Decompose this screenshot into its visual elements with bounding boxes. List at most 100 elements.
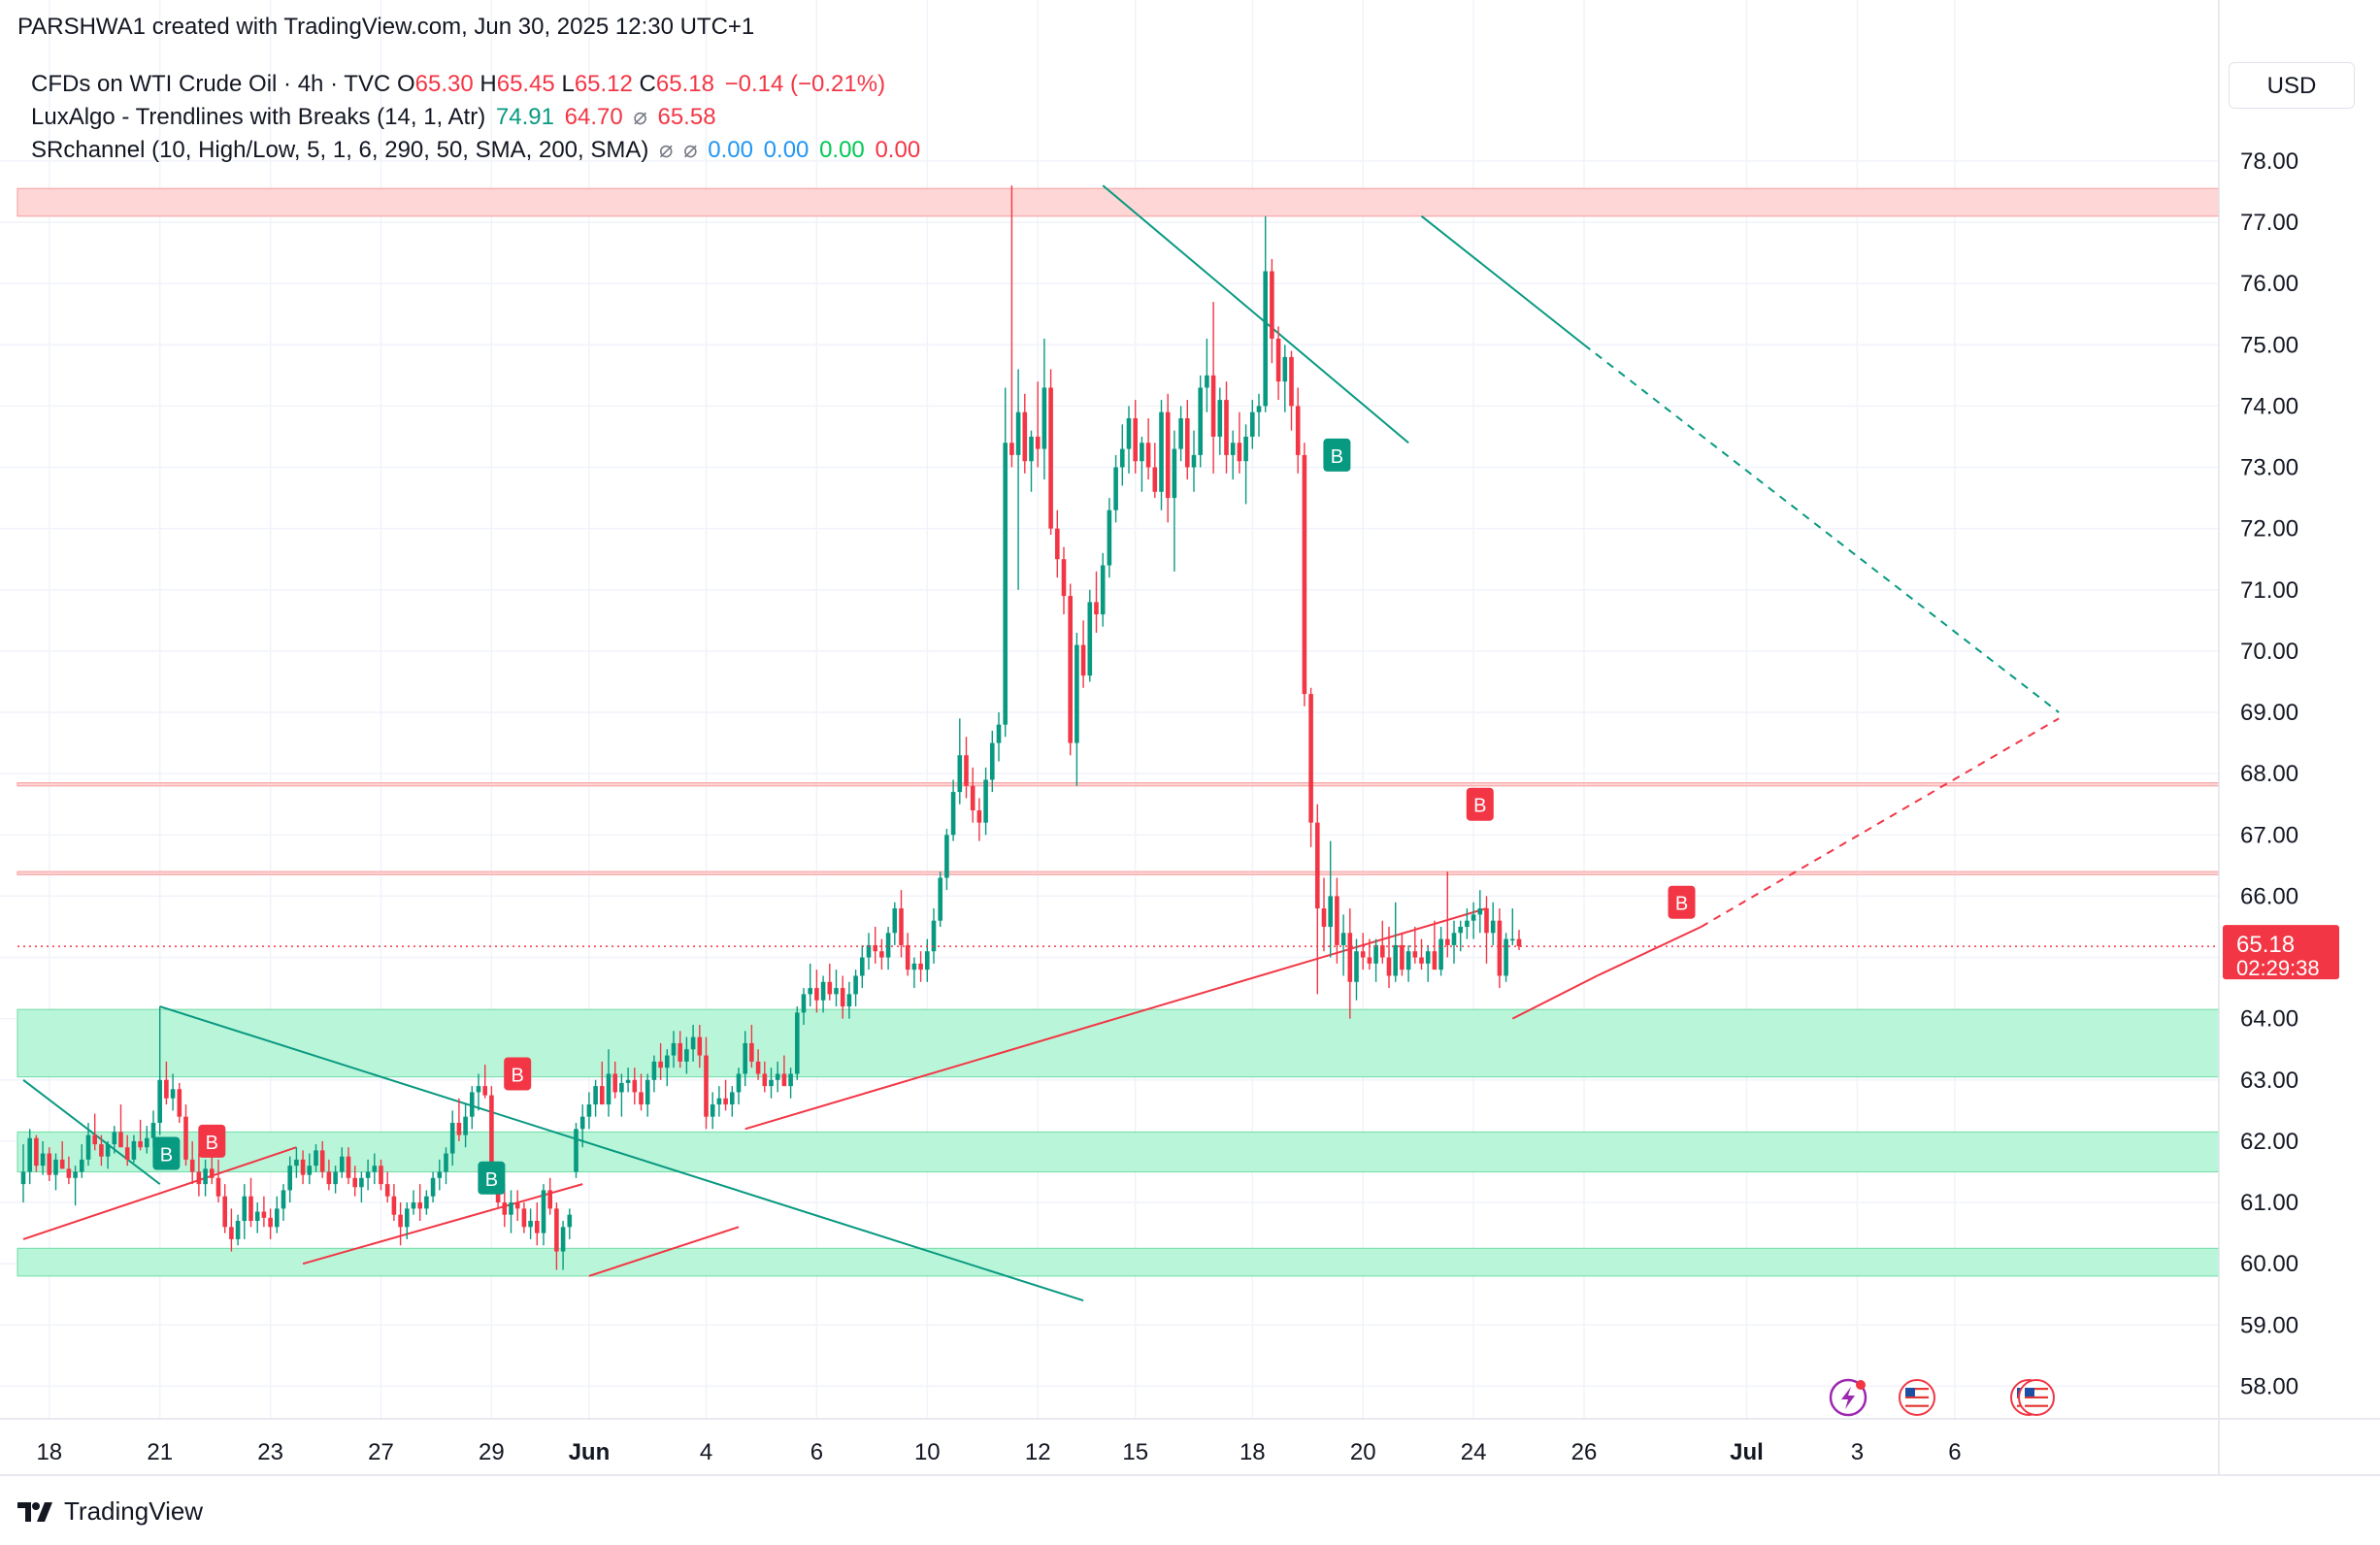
candle-body	[509, 1202, 513, 1215]
candle-body	[795, 1012, 800, 1074]
candle-body	[860, 957, 865, 976]
candle	[814, 970, 819, 1013]
candle-body	[1263, 271, 1268, 407]
lightning-bolt	[1841, 1387, 1855, 1409]
trendline-down	[1102, 184, 1409, 444]
candle-body	[1009, 443, 1014, 455]
candle	[1445, 871, 1450, 958]
candle	[47, 1147, 52, 1181]
legend-srchannel-row[interactable]: SRchannel (10, High/Low, 5, 1, 6, 290, 5…	[31, 134, 920, 167]
candle	[1380, 920, 1385, 964]
candle	[866, 933, 872, 970]
srchannel-value-4: 0.00	[875, 137, 921, 163]
legend-change: −0.14 (−0.21%)	[724, 71, 886, 97]
candle-body	[1041, 387, 1047, 449]
candle	[20, 1144, 26, 1203]
price-tick-label: 66.00	[2240, 883, 2298, 909]
candle-body	[34, 1137, 39, 1167]
candle-body	[352, 1177, 357, 1188]
candle-body	[1237, 443, 1242, 462]
chart-grid	[0, 0, 2219, 1419]
price-tick-label: 71.00	[2240, 577, 2298, 604]
candle-body	[1074, 644, 1079, 743]
candle-body	[846, 994, 852, 1007]
candle	[944, 828, 949, 891]
price-axis[interactable]: 58.0059.0060.0061.0062.0063.0064.0065.00…	[2218, 0, 2380, 1475]
legend-symbol-row[interactable]: CFDs on WTI Crude Oil · 4h · TVC O65.30 …	[31, 68, 920, 101]
candle-body	[1432, 951, 1438, 970]
candle-body	[593, 1086, 598, 1105]
candle	[925, 938, 930, 982]
candle	[860, 944, 865, 989]
candle-body	[1347, 933, 1353, 982]
candle-body	[20, 1171, 26, 1185]
candle-body	[417, 1202, 422, 1209]
candle	[476, 1073, 481, 1111]
candle	[899, 890, 904, 958]
candle-body	[470, 1092, 475, 1117]
candle-body	[899, 908, 904, 945]
candle	[846, 981, 852, 1019]
srchannel-null-symbol-1: ⌀	[659, 137, 674, 163]
candle	[294, 1147, 299, 1178]
candle	[170, 1073, 176, 1111]
candle-body	[1400, 944, 1405, 970]
candle-body	[47, 1153, 52, 1175]
us-flag-event-icon	[1899, 1379, 1935, 1416]
candle-body	[710, 1104, 715, 1117]
candle-body	[1504, 938, 1508, 976]
candle-body	[444, 1153, 448, 1172]
candle	[579, 1104, 585, 1148]
time-axis[interactable]: 18 21 23 27 29 Jun 4 6 10 12 15 18 20 24 26 Jul 3 6	[0, 1418, 2380, 1476]
candle	[287, 1156, 292, 1203]
candle	[1373, 938, 1378, 982]
candle	[521, 1202, 527, 1233]
time-tick-label: 26	[1571, 1439, 1598, 1465]
candle-body	[424, 1196, 429, 1209]
candle	[873, 926, 877, 964]
candle-body	[684, 1049, 689, 1062]
candle	[92, 1113, 97, 1151]
candle	[1237, 411, 1242, 474]
candle	[145, 1126, 149, 1154]
candle	[970, 767, 975, 823]
candle-body	[1094, 602, 1099, 615]
candle	[651, 1055, 657, 1093]
candle-body	[704, 1055, 709, 1117]
time-tick-label: 3	[1851, 1439, 1864, 1465]
candle	[281, 1184, 286, 1221]
candle	[710, 1092, 715, 1130]
candle	[574, 1122, 578, 1178]
currency-button[interactable]: USD	[2229, 62, 2355, 109]
candle-body	[1275, 338, 1281, 382]
candle	[1412, 926, 1418, 964]
legend-luxalgo-row[interactable]: LuxAlgo - Trendlines with Breaks (14, 1,…	[31, 101, 920, 134]
luxalgo-value-1: 74.91	[495, 104, 554, 130]
candle-body	[229, 1227, 234, 1239]
candle	[918, 951, 923, 982]
candle	[384, 1171, 390, 1203]
candle-body	[1477, 908, 1483, 915]
candle	[704, 1036, 709, 1130]
candle	[1458, 920, 1463, 952]
candle	[405, 1202, 410, 1239]
candle-body	[645, 1079, 650, 1105]
candle-body	[92, 1134, 97, 1145]
candle-body	[964, 755, 969, 786]
candle	[1516, 930, 1522, 950]
candle-body	[632, 1079, 638, 1093]
candle	[177, 1082, 182, 1123]
price-tick-label: 73.00	[2240, 455, 2298, 481]
candle	[1224, 381, 1229, 474]
flag-stripe	[2025, 1388, 2048, 1391]
price-tick-label: 69.00	[2240, 700, 2298, 726]
candle	[235, 1214, 241, 1246]
candle-body	[150, 1122, 156, 1138]
candle	[27, 1129, 32, 1185]
candle-body	[579, 1116, 585, 1130]
candle-body	[1438, 938, 1443, 970]
break-label: B	[198, 1124, 226, 1158]
candle	[593, 1079, 598, 1117]
candle	[938, 871, 942, 927]
